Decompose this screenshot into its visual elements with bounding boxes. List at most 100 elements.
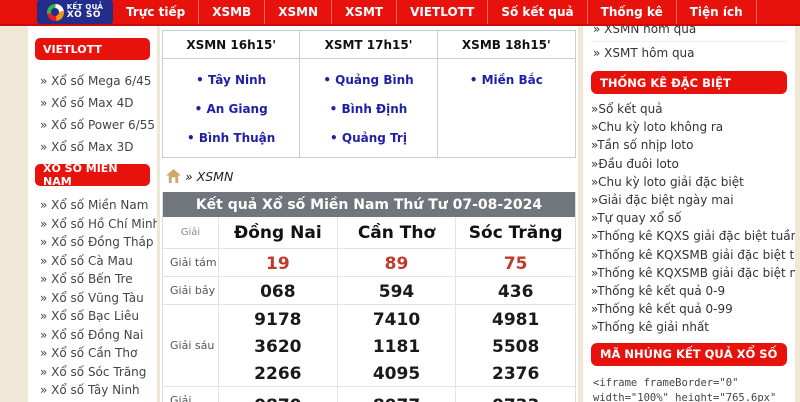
sidebar-item-dong-thap[interactable]: » Xổ số Đồng Tháp (40, 235, 154, 249)
prize-number: 436 (497, 282, 534, 302)
prize-cell: 0870 (219, 387, 338, 402)
top-nav: KẾT QUẢ XỔ SỐ Trực tiếp XSMB XSMN XSMT V… (0, 0, 800, 26)
stats-item-chu-ky-loto-dac-biet[interactable]: »Chu kỳ loto giải đặc biệt (591, 174, 744, 189)
sidebar-item-ben-tre[interactable]: » Xổ số Bến Tre (40, 272, 133, 286)
row-label-giai-nam: Giải năm (163, 387, 219, 402)
province-link-binh-dinh[interactable]: • Bình Định (329, 101, 408, 116)
embed-code-block[interactable]: <iframe frameBorder="0" width="100%" hei… (591, 372, 787, 402)
sidebar-item-can-tho[interactable]: » Xổ số Cần Thơ (40, 346, 138, 360)
province-link-an-giang[interactable]: • An Giang (194, 101, 268, 116)
prize-number: 19 (265, 254, 290, 274)
col-header-can-tho[interactable]: Cần Thơ (337, 217, 457, 249)
stats-item-tan-so-nhip-loto[interactable]: »Tần số nhịp loto (591, 138, 694, 153)
sidebar-header-xo-so-mien-nam[interactable]: XỔ SỐ MIỀN NAM (35, 162, 150, 188)
nav-item-xsmn[interactable]: XSMN (265, 0, 333, 24)
embed-code-line: <iframe frameBorder="0" (593, 376, 739, 389)
link-xsmt-hom-qua[interactable]: » XSMT hôm qua (593, 46, 695, 60)
nav-item-tien-ich[interactable]: Tiện ích (677, 0, 757, 24)
prize-cell: 89 (337, 249, 457, 277)
province-link-quang-binh[interactable]: • Quảng Bình (323, 72, 414, 87)
results-table: Kết quả Xổ số Miền Nam Thứ Tư 07-08-2024… (162, 192, 576, 402)
home-icon[interactable] (166, 169, 181, 183)
prize-number: 068 (260, 282, 296, 302)
results-title: Kết quả Xổ số Miền Nam Thứ Tư 07-08-2024 (163, 192, 575, 217)
sidebar-item-ca-mau[interactable]: » Xổ số Cà Mau (40, 253, 133, 268)
breadcrumb: » XSMN (166, 167, 578, 185)
stats-header[interactable]: THỐNG KÊ ĐẶC BIỆT (591, 71, 787, 94)
prize-cell: 4981 5508 2376 (456, 305, 575, 387)
stats-link-list: »Sổ kết quả »Chu kỳ loto không ra »Tần s… (591, 100, 795, 337)
sidebar-item-tay-ninh[interactable]: » Xổ số Tây Ninh (40, 383, 140, 397)
logo-line2: XỔ SỐ (66, 10, 102, 20)
col-header-prize: Giải (163, 217, 219, 249)
sidebar-item-dong-nai[interactable]: » Xổ số Đồng Nai (40, 327, 144, 342)
prize-number: 0733 (492, 393, 539, 402)
prize-cell: 436 (456, 277, 575, 305)
prize-number: 594 (378, 282, 415, 302)
prize-cell: 7410 1181 4095 (337, 305, 457, 387)
sidebar-item-bac-lieu[interactable]: » Xổ số Bạc Liêu (40, 309, 139, 323)
sidebar-item-vung-tau[interactable]: » Xổ số Vũng Tàu (40, 290, 144, 305)
prize-cell: 0733 (456, 387, 575, 402)
sidebar-item-mien-nam[interactable]: » Xổ số Miền Nam (40, 198, 149, 212)
stats-item-ket-qua-0-99[interactable]: »Thống kê kết quả 0-99 (591, 302, 733, 317)
draw-schedule-table: XSMN 16h15' • Tây Ninh • An Giang • Bình… (162, 30, 576, 158)
prize-cell: 8077 (338, 387, 457, 402)
results-grid: Giải Đồng Nai Cần Thơ Sóc Trăng Giải tám… (163, 217, 575, 402)
prize-number: 8077 (373, 393, 420, 402)
province-link-quang-tri[interactable]: • Quảng Trị (330, 130, 407, 145)
schedule-col-xsmb: XSMB 18h15' • Miền Bắc (437, 31, 575, 157)
stats-item-dau-duoi-loto[interactable]: »Đầu đuôi loto (591, 156, 679, 171)
row-label-giai-tam: Giải tám (163, 249, 219, 277)
main-content: XSMN 16h15' • Tây Ninh • An Giang • Bình… (160, 26, 578, 402)
sidebar-item-power655[interactable]: » Xổ số Power 6/55 (40, 118, 155, 132)
nav-item-xsmt[interactable]: XSMT (332, 0, 398, 24)
nav-item-xsmb[interactable]: XSMB (199, 0, 266, 24)
nav-item-so-ket-qua[interactable]: Số kết quả (488, 0, 588, 24)
right-sidebar: » XSMN hôm qua » XSMT hôm qua THỐNG KÊ Đ… (583, 14, 795, 402)
schedule-header-xsmt: XSMT 17h15' (300, 31, 437, 59)
embed-code-line: width="100%" height="765.6px" (593, 391, 777, 402)
prize-number: 75 (503, 254, 528, 274)
nav-item-truc-tiep[interactable]: Trực tiếp (113, 0, 200, 24)
stats-item-so-ket-qua[interactable]: »Sổ kết quả (591, 102, 663, 116)
schedule-header-xsmn: XSMN 16h15' (163, 31, 300, 59)
province-link-tay-ninh[interactable]: • Tây Ninh (196, 72, 267, 87)
prize-number: 2376 (491, 364, 540, 384)
sidebar-item-ho-chi-minh[interactable]: » Xổ số Hồ Chí Minh (40, 216, 157, 231)
col-header-dong-nai[interactable]: Đồng Nai (219, 217, 338, 249)
province-link-mien-bac[interactable]: • Miền Bắc (469, 72, 543, 87)
province-link-binh-thuan[interactable]: • Bình Thuận (187, 130, 276, 145)
logo-line1: KẾT QUẢ (66, 3, 104, 11)
sidebar-item-mega645[interactable]: » Xổ số Mega 6/45 (40, 74, 152, 88)
sidebar-item-max4d[interactable]: » Xổ số Max 4D (40, 96, 134, 110)
prize-cell: 594 (337, 277, 457, 305)
row-label-giai-bay: Giải bảy (163, 277, 219, 305)
nav-item-vietlott[interactable]: VIETLOTT (397, 0, 489, 24)
stats-item-ket-qua-0-9[interactable]: »Thống kê kết quả 0-9 (591, 284, 726, 299)
sidebar-item-soc-trang[interactable]: » Xổ số Sóc Trăng (40, 364, 147, 379)
schedule-col-xsmn: XSMN 16h15' • Tây Ninh • An Giang • Bình… (163, 31, 301, 157)
stats-item-kqxsmb-dac-biet-thang[interactable]: »Thống kê KQXSMB giải đặc biệt tháng (591, 247, 795, 262)
prize-cell: 19 (219, 249, 338, 277)
nav-item-thong-ke[interactable]: Thống kê (588, 0, 677, 24)
sidebar-item-max3d[interactable]: » Xổ số Max 3D (40, 140, 134, 154)
stats-item-tu-quay-xo-so[interactable]: »Tự quay xổ số (591, 211, 682, 226)
prize-cell: 75 (456, 249, 575, 277)
site-logo[interactable]: KẾT QUẢ XỔ SỐ (37, 0, 113, 24)
stats-item-giai-nhat[interactable]: »Thống kê giải nhất (591, 320, 709, 335)
prize-number: 3620 (254, 337, 302, 357)
stats-item-giai-dac-biet-ngay-mai[interactable]: »Giải đặc biệt ngày mai (591, 193, 734, 208)
stats-item-kqxs-dac-biet-tuan[interactable]: »Thống kê KQXS giải đặc biệt tuần (591, 229, 795, 244)
stats-item-kqxsmb-dac-biet-nam[interactable]: »Thống kê KQXSMB giải đặc biệt năm (591, 265, 795, 280)
prize-number: 7410 (372, 310, 421, 330)
breadcrumb-label[interactable]: » XSMN (185, 168, 234, 184)
logo-text: KẾT QUẢ XỔ SỐ (67, 4, 104, 20)
stats-item-chu-ky-loto-khong-ra[interactable]: »Chu kỳ loto không ra (591, 120, 724, 135)
embed-header: MÃ NHÚNG KẾT QUẢ XỔ SỐ (591, 342, 787, 366)
prize-number: 89 (384, 254, 409, 274)
prize-number: 1181 (372, 337, 421, 357)
prize-number: 4981 (491, 310, 540, 330)
sidebar-header-vietlott[interactable]: VIETLOTT (35, 38, 150, 60)
col-header-soc-trang[interactable]: Sóc Trăng (456, 217, 575, 249)
